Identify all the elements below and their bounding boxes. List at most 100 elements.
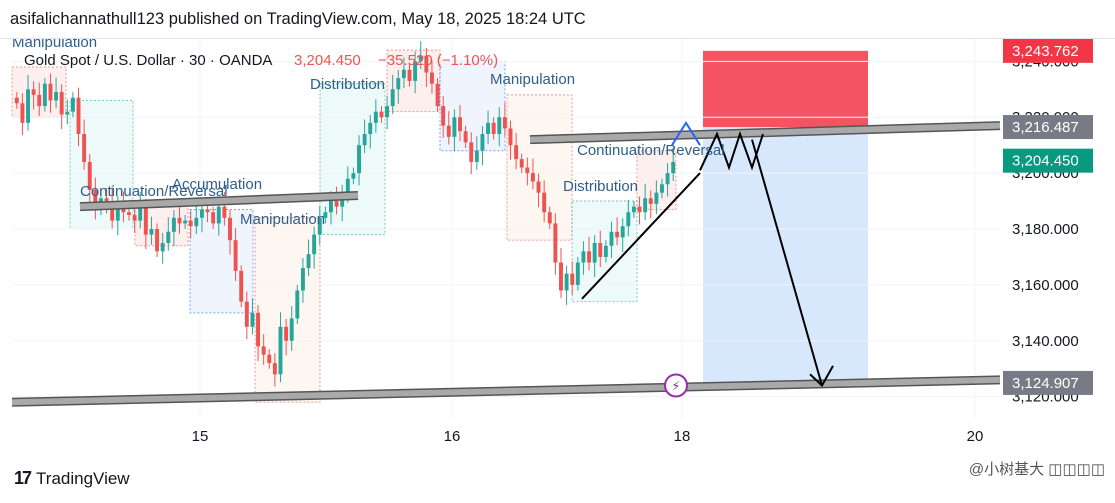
symbol-name: Gold Spot / U.S. Dollar · 30 · OANDA — [24, 52, 272, 69]
price-chart[interactable]: ⚡ Manipulation Distribution Manipulation Co… — [0, 39, 1115, 459]
candle-body — [87, 161, 92, 190]
candle-body — [615, 231, 620, 238]
candle-body — [598, 242, 603, 257]
candle-body — [581, 251, 586, 263]
candle-body — [82, 134, 87, 162]
y-tick-label: 3,160.000 — [1012, 277, 1079, 294]
candle-body — [357, 145, 361, 174]
candle-body — [542, 192, 547, 213]
candle-body — [362, 134, 367, 146]
candle-body — [31, 89, 36, 95]
candle-body — [592, 242, 597, 263]
x-tick-label: 18 — [674, 428, 691, 445]
lightning-glyph: ⚡ — [671, 379, 680, 394]
candle-body — [547, 212, 552, 224]
candle-body — [643, 198, 648, 213]
logo-text: TradingView — [36, 468, 130, 488]
candle-body — [351, 173, 356, 179]
candle-body — [222, 206, 227, 218]
candle-body — [93, 189, 98, 210]
price-label-box — [1003, 370, 1093, 395]
candle-body — [188, 220, 193, 227]
candle-body — [396, 78, 401, 90]
candle-body — [194, 217, 199, 227]
candle-body — [441, 106, 446, 126]
candle-body — [110, 201, 115, 221]
candle-body — [306, 254, 311, 269]
candle-body — [70, 97, 75, 112]
candle-body — [48, 83, 53, 101]
candle-body — [239, 270, 244, 302]
last-price: 3,204.450 — [294, 52, 361, 69]
time-axis: 15 16 18 20 — [192, 428, 984, 445]
price-change: −35.520 (−1.10%) — [378, 52, 498, 69]
candle-body — [631, 206, 636, 213]
price-label-box — [1003, 39, 1093, 63]
stop-zone — [703, 50, 868, 128]
range-bar-fill — [79, 192, 359, 210]
candle-body — [665, 173, 670, 185]
candle-body — [671, 161, 676, 174]
projection-arrow — [751, 139, 823, 386]
candle-body — [272, 363, 277, 375]
candle-body — [626, 212, 631, 227]
watermark: @小树基大 ◫◫◫◫ — [968, 461, 1105, 478]
candle-body — [26, 89, 30, 123]
candle-body — [329, 201, 333, 213]
annotation-label: Distribution — [563, 178, 638, 195]
candle-body — [413, 61, 418, 81]
candle-body — [424, 55, 429, 73]
candle-body — [289, 318, 294, 341]
candle-body — [127, 212, 131, 216]
candle-body — [256, 312, 261, 347]
annotation-label: Accumulation — [172, 176, 262, 193]
tradingview-logo[interactable]: 17 TradingView — [14, 468, 130, 489]
candle-body — [20, 103, 25, 123]
candle-body — [115, 203, 120, 221]
candle-body — [525, 167, 530, 174]
candle-body — [620, 226, 625, 238]
candle-body — [317, 217, 322, 235]
candle-body — [502, 117, 507, 129]
arrow-head — [809, 365, 834, 388]
candle-body — [480, 134, 485, 151]
candle-body — [575, 262, 580, 285]
candle-body — [228, 217, 232, 241]
candle-body — [530, 173, 535, 182]
candle-body — [323, 212, 328, 218]
x-tick-label: 20 — [967, 428, 984, 445]
candle-body — [312, 234, 317, 255]
candle-body — [138, 206, 143, 221]
lightning-icon — [664, 373, 688, 398]
candle-body — [284, 326, 289, 341]
candle-body — [497, 117, 502, 134]
candle-body — [570, 273, 575, 285]
candle-body — [334, 201, 339, 207]
candle-body — [452, 117, 457, 137]
candle-body — [183, 220, 188, 224]
candle-body — [519, 159, 524, 168]
candle-body — [278, 326, 283, 375]
candle-body — [42, 83, 47, 107]
chevron-up-icon — [671, 120, 701, 146]
candle-body — [637, 206, 642, 213]
candle-body — [390, 89, 395, 107]
annotation-label: Continuation/Reversal — [80, 183, 228, 200]
chart-panel[interactable]: ⚡ Manipulation Distribution Manipulation Co… — [0, 38, 1115, 459]
price-axis: 3,240.0003,220.0003,200.0003,180.0003,16… — [1003, 39, 1093, 406]
candle-body — [76, 97, 81, 134]
candle-body — [609, 231, 614, 246]
candle-body — [401, 69, 406, 79]
candle-body — [261, 346, 266, 355]
candle-body — [368, 122, 373, 134]
drawings: ⚡ — [11, 120, 1001, 407]
candle-body — [587, 251, 592, 263]
y-tick-label: 3,140.000 — [1012, 333, 1079, 350]
resistance-line-fill — [529, 122, 1001, 143]
candle-body — [160, 242, 165, 252]
price-label: 3,243.762 — [1012, 43, 1079, 60]
candle-body — [418, 55, 423, 62]
candle-body — [435, 83, 440, 107]
candle-body — [250, 312, 255, 327]
candles — [14, 41, 676, 387]
